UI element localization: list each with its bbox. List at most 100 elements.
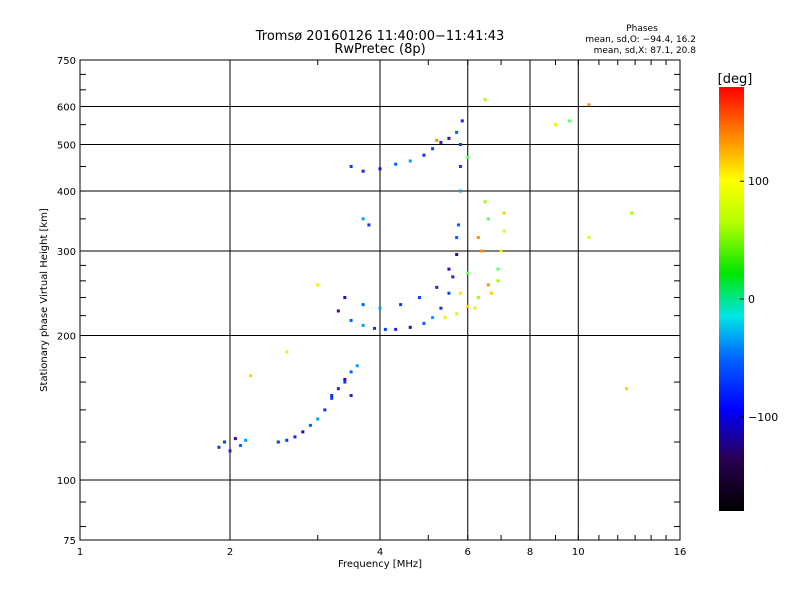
- y-tick-label: 750: [57, 56, 76, 67]
- y-tick-label: 500: [57, 141, 76, 152]
- data-point: [496, 279, 500, 283]
- x-tick-label: 8: [527, 547, 533, 558]
- data-point: [466, 304, 470, 308]
- data-point: [466, 155, 470, 159]
- x-tick-label: 1: [77, 547, 83, 558]
- data-point: [587, 236, 591, 240]
- y-tick-label: 300: [57, 247, 76, 258]
- y-tick-label: 400: [57, 187, 76, 198]
- data-point: [486, 283, 490, 287]
- data-point: [316, 283, 320, 287]
- data-point: [455, 253, 459, 257]
- data-point: [378, 167, 382, 171]
- data-point: [431, 316, 435, 320]
- data-point: [285, 350, 289, 354]
- x-tick-label: 16: [674, 547, 687, 558]
- data-point: [394, 327, 398, 331]
- data-point: [473, 306, 477, 310]
- data-point: [233, 437, 237, 441]
- data-point: [355, 364, 359, 368]
- data-point: [630, 211, 634, 215]
- data-point: [361, 169, 365, 173]
- data-point: [553, 123, 557, 127]
- data-point: [483, 200, 487, 204]
- y-axis-ticks: 75 100 200 300 400 500 600 750: [57, 56, 680, 547]
- y-tick-label: 200: [57, 332, 76, 343]
- grid: [80, 60, 680, 540]
- data-point: [343, 380, 347, 384]
- data-point: [476, 236, 480, 240]
- data-point: [458, 164, 462, 168]
- colorbar-unit: [deg]: [718, 72, 753, 87]
- data-point: [323, 408, 327, 412]
- data-point: [373, 326, 377, 330]
- data-point: [567, 119, 571, 123]
- x-tick-label: 6: [465, 547, 471, 558]
- data-point: [285, 438, 289, 442]
- x-tick-label: 4: [377, 547, 383, 558]
- data-point: [447, 291, 451, 295]
- data-point: [455, 236, 459, 240]
- x-axis-label: Frequency [MHz]: [338, 559, 422, 570]
- data-point: [378, 306, 382, 310]
- data-point: [458, 189, 462, 193]
- colorbar-ticks: 100 0 −100: [740, 175, 778, 424]
- data-point: [431, 147, 435, 151]
- data-point: [587, 103, 591, 107]
- y-axis-label: Stationary phase Virtual Height [km]: [39, 208, 50, 392]
- data-point: [417, 296, 421, 300]
- data-point: [496, 267, 500, 271]
- data-point: [349, 164, 353, 168]
- data-point: [383, 327, 387, 331]
- data-point: [244, 438, 248, 442]
- data-point: [361, 217, 365, 221]
- data-point: [451, 275, 455, 279]
- data-point: [457, 223, 461, 227]
- data-point: [361, 303, 365, 307]
- data-point: [249, 374, 253, 378]
- data-point: [399, 303, 403, 307]
- data-point: [349, 370, 353, 374]
- data-point: [361, 323, 365, 327]
- data-point: [394, 162, 398, 166]
- data-point: [422, 153, 426, 157]
- stats-x-line: mean, sd,X: 87.1, 20.8: [594, 46, 697, 56]
- data-point: [455, 130, 459, 134]
- y-tick-label: 75: [63, 536, 76, 547]
- data-point: [336, 309, 340, 313]
- data-point: [349, 318, 353, 322]
- data-point: [330, 394, 334, 398]
- data-point: [435, 285, 439, 289]
- data-point: [301, 430, 305, 434]
- data-point: [447, 136, 451, 140]
- data-points: [217, 98, 634, 453]
- data-point: [486, 217, 490, 221]
- data-point: [439, 306, 443, 310]
- data-point: [330, 396, 334, 400]
- data-point: [408, 159, 412, 163]
- data-point: [443, 316, 447, 320]
- x-tick-label: 10: [572, 547, 585, 558]
- data-point: [343, 377, 347, 381]
- data-point: [466, 271, 470, 275]
- data-point: [293, 435, 297, 439]
- colorbar-tick-label: −100: [748, 411, 778, 424]
- x-tick-label: 2: [227, 547, 233, 558]
- y-tick-label: 600: [57, 103, 76, 114]
- stats-heading: Phases: [626, 24, 658, 34]
- data-point: [217, 445, 221, 449]
- colorbar-tick-label: 100: [748, 175, 769, 188]
- data-point: [502, 211, 506, 215]
- data-point: [276, 440, 280, 444]
- data-point: [458, 291, 462, 295]
- data-point: [502, 229, 506, 233]
- data-point: [336, 387, 340, 391]
- data-point: [439, 140, 443, 144]
- data-point: [499, 249, 503, 253]
- data-point: [367, 223, 371, 227]
- data-point: [455, 312, 459, 316]
- data-point: [460, 119, 464, 123]
- chart-title: Tromsø 20160126 11:40:00−11:41:43: [255, 29, 505, 44]
- colorbar-tick-label: 0: [748, 293, 755, 306]
